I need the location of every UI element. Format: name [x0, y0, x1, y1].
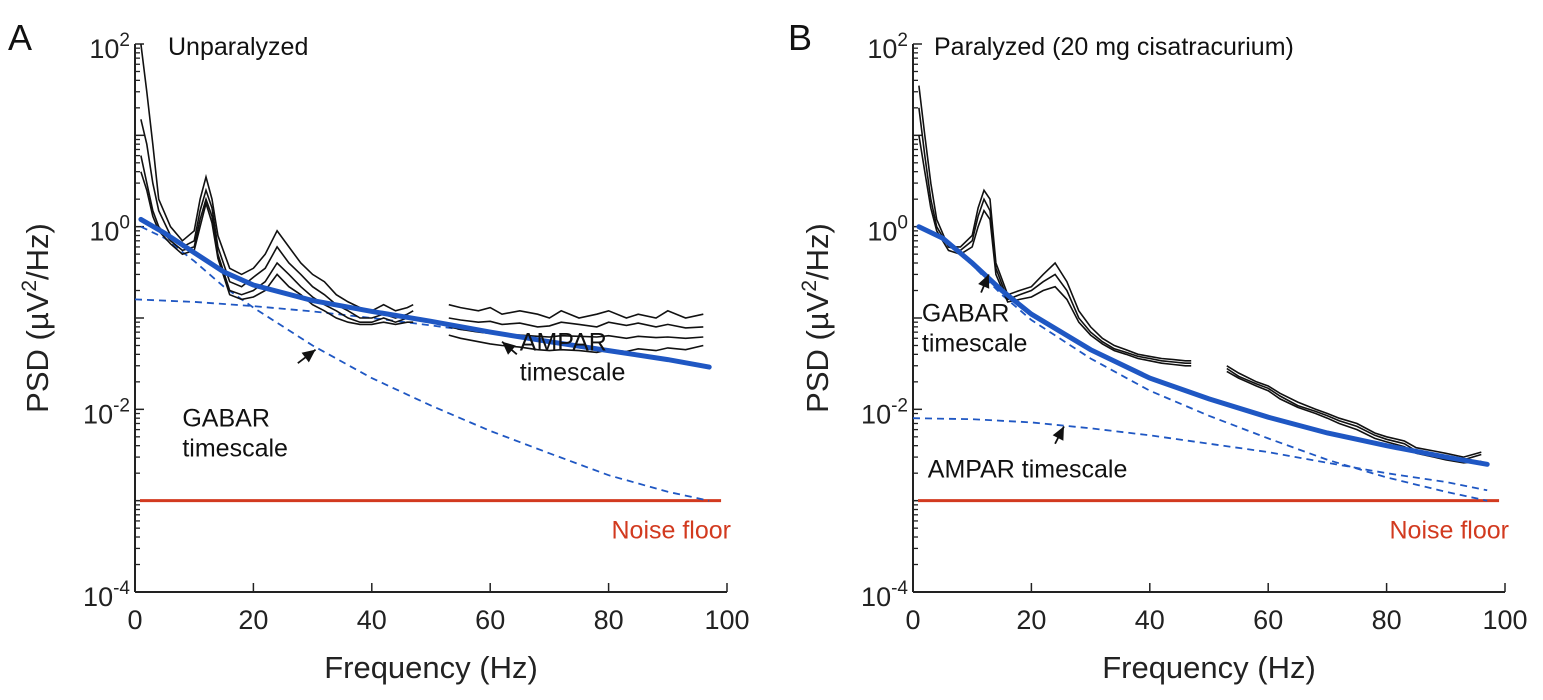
x-axis-title: Frequency (Hz)	[1102, 650, 1316, 685]
y-tick-label: 100	[89, 213, 130, 247]
noise-floor-label: Noise floor	[612, 517, 732, 545]
ampar-fit-line	[912, 417, 1488, 492]
annotation-label: AMPAR timescale	[928, 455, 1128, 483]
arrowhead-icon	[502, 341, 516, 355]
noise-floor-label: Noise floor	[1390, 517, 1510, 545]
annotation-label: GABAR timescale	[182, 404, 288, 462]
psd-trace-3	[918, 135, 1192, 367]
annotation-label: AMPAR timescale	[520, 329, 626, 387]
y-tick-label: 10-2	[861, 395, 908, 429]
x-tick-label: 60	[475, 605, 505, 635]
y-axis-title: PSD (µV2/Hz)	[18, 223, 55, 413]
y-tick-label: 100	[867, 213, 908, 247]
total-fit-line	[916, 224, 1490, 467]
psd-trace-1	[140, 43, 414, 312]
gabar-fit-line	[140, 225, 710, 502]
x-axis-title: Frequency (Hz)	[324, 650, 538, 685]
psd-trace-2	[448, 317, 704, 329]
y-tick-label: 10-2	[83, 395, 130, 429]
x-tick-label: 40	[357, 605, 387, 635]
panel-b: 102 100 10-2 10-40 20 40 60 80 100 Frequency (Hz)…	[788, 17, 1528, 685]
x-tick-label: 100	[704, 605, 749, 635]
psd-trace-2	[140, 119, 414, 319]
x-tick-label: 60	[1253, 605, 1283, 635]
y-axis-title: PSD (µV2/Hz)	[798, 223, 835, 413]
x-tick-label: 100	[1482, 605, 1527, 635]
psd-trace-1	[1226, 365, 1482, 458]
arrowhead-icon	[301, 349, 316, 363]
x-tick-label: 0	[905, 605, 920, 635]
total-fit-line	[138, 216, 712, 370]
panel-a: 102 100 10-2 10-40 20 40 60 80 100 Frequency (Hz)…	[8, 17, 750, 685]
arrowhead-icon	[1052, 426, 1064, 441]
y-tick-label: 102	[867, 30, 908, 64]
panel-title: Unparalyzed	[168, 33, 308, 61]
y-tick-label: 10-4	[83, 578, 130, 612]
x-tick-label: 40	[1135, 605, 1165, 635]
x-tick-label: 20	[1016, 605, 1046, 635]
ampar-fit-line	[134, 298, 710, 367]
psd-trace-1	[448, 303, 704, 319]
x-tick-label: 80	[1372, 605, 1402, 635]
psd-trace-4	[448, 334, 704, 354]
annotation-label: GABAR timescale	[922, 299, 1028, 357]
y-tick-label: 102	[89, 30, 130, 64]
arrowhead-icon	[978, 274, 990, 289]
panel-letter: A	[8, 17, 32, 58]
panel-title: Paralyzed (20 mg cisatracurium)	[934, 33, 1294, 61]
panel-letter: B	[788, 17, 812, 58]
y-tick-label: 10-4	[861, 578, 908, 612]
psd-trace-4	[140, 171, 414, 326]
x-tick-label: 80	[594, 605, 624, 635]
x-tick-label: 20	[238, 605, 268, 635]
x-tick-label: 0	[127, 605, 142, 635]
